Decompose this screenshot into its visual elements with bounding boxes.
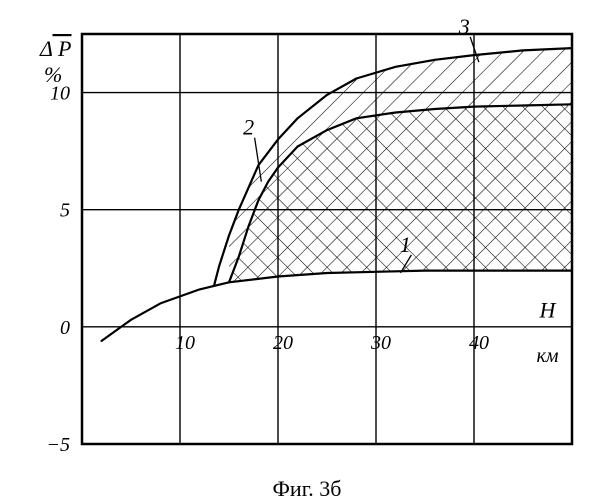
svg-text:2: 2 [243,115,254,140]
svg-text:Δ P: Δ P [39,36,71,61]
svg-text:30: 30 [370,332,391,354]
svg-text:40: 40 [469,332,489,354]
chart-svg: −5051010203040Δ P%Hкм123 [0,0,614,500]
chart-container: −5051010203040Δ P%Hкм123 Фиг. 3б [0,0,614,500]
svg-text:0: 0 [60,317,70,339]
svg-text:1: 1 [400,232,411,257]
svg-text:20: 20 [273,332,293,354]
svg-text:3: 3 [458,14,470,39]
svg-text:5: 5 [60,200,70,222]
svg-text:10: 10 [175,332,195,354]
svg-text:−5: −5 [47,434,71,456]
figure-caption: Фиг. 3б [0,476,614,502]
svg-text:%: % [44,62,62,87]
svg-text:км: км [536,345,558,367]
svg-text:H: H [539,297,557,322]
